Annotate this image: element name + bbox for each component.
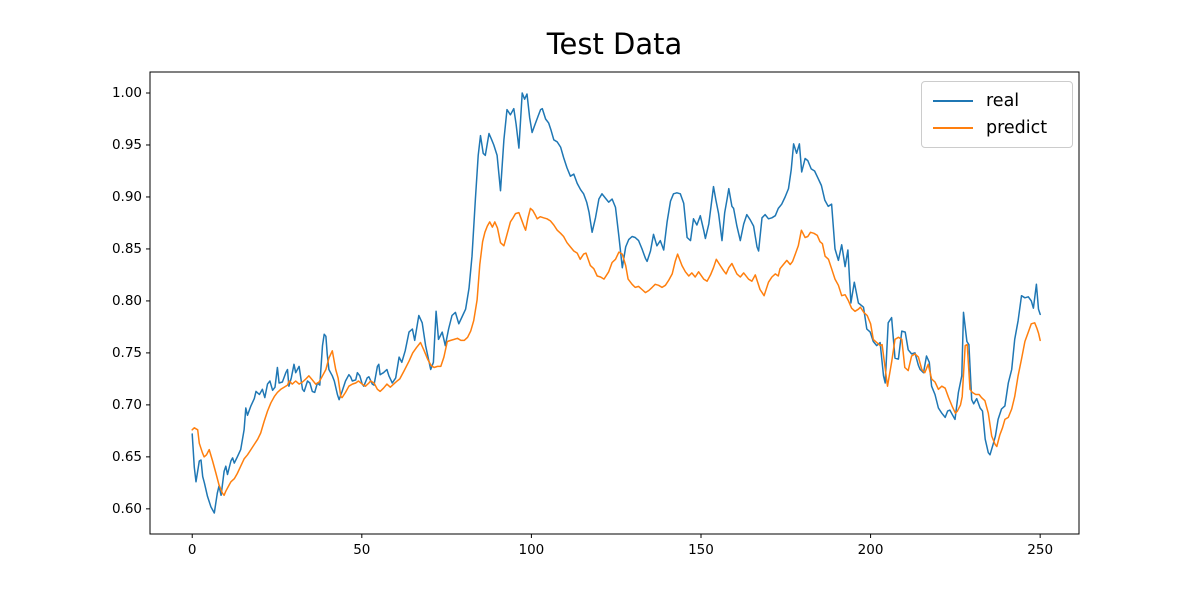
y-tick-label: 0.85 [111, 240, 142, 257]
real-line-swatch [933, 100, 973, 103]
y-tick-label: 1.00 [111, 85, 142, 101]
x-tick-label: 250 [1027, 542, 1054, 558]
y-tick-label: 0.90 [111, 188, 142, 205]
x-tick-label: 0 [187, 542, 197, 558]
y-tick-label: 0.75 [111, 344, 142, 361]
y-tick-label: 0.80 [111, 292, 142, 309]
y-tick-label: 0.65 [111, 448, 142, 465]
x-tick-label: 150 [688, 542, 714, 558]
legend-item-predict: predict [933, 116, 1061, 140]
chart-title: Test Data [546, 27, 683, 61]
legend-label-predict: predict [986, 117, 1048, 138]
y-tick-label: 0.70 [111, 396, 142, 413]
y-tick-label: 0.60 [111, 500, 142, 517]
series-line-real [191, 92, 1041, 514]
plot-border [149, 71, 1080, 535]
predict-line-swatch [933, 126, 973, 129]
x-tick-label: 200 [857, 542, 884, 558]
y-tick-label: 0.95 [111, 136, 142, 153]
legend: real predict [921, 81, 1073, 148]
legend-item-real: real [933, 89, 1061, 113]
series-line-predict [191, 207, 1041, 497]
x-tick-label: 50 [353, 542, 371, 558]
legend-label-real: real [986, 91, 1020, 112]
x-tick-label: 100 [518, 542, 545, 558]
